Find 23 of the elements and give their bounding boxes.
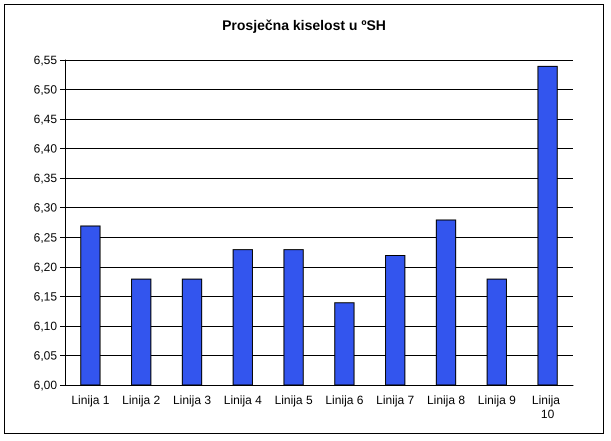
y-tick-label: 6,05 — [34, 348, 58, 362]
x-tick-label: Linija 10 — [532, 393, 564, 421]
x-tick-label: Linija 9 — [478, 393, 516, 407]
y-tick-label: 6,10 — [34, 318, 58, 333]
y-tick-label: 6,35 — [34, 171, 58, 186]
x-tick-label: Linija 4 — [224, 393, 262, 407]
y-tick-label: 6,15 — [34, 289, 58, 304]
y-tick-label: 6,50 — [34, 82, 58, 97]
y-tick-label: 6,40 — [34, 142, 58, 156]
x-tick-label: Linija 8 — [426, 393, 466, 407]
x-tick-label: Linija 1 — [71, 393, 110, 407]
y-tick-label: 6,30 — [34, 200, 58, 215]
x-tick-label: Linija 6 — [325, 393, 364, 407]
x-tick-label: Linija 2 — [122, 393, 161, 407]
y-tick-label: 6,45 — [34, 112, 58, 126]
x-tick-label: Linija 5 — [274, 393, 313, 407]
x-tick-label: Linija 7 — [376, 393, 415, 407]
x-tick-label: Linija 3 — [172, 393, 212, 407]
y-tick-label: 6,20 — [34, 260, 58, 274]
y-tick-label: 6,25 — [34, 230, 58, 244]
chart-title: Prosječna kiselost u ºSH — [222, 17, 386, 33]
y-tick-label: 6,55 — [34, 53, 58, 67]
y-tick-label: 6,00 — [34, 378, 58, 392]
